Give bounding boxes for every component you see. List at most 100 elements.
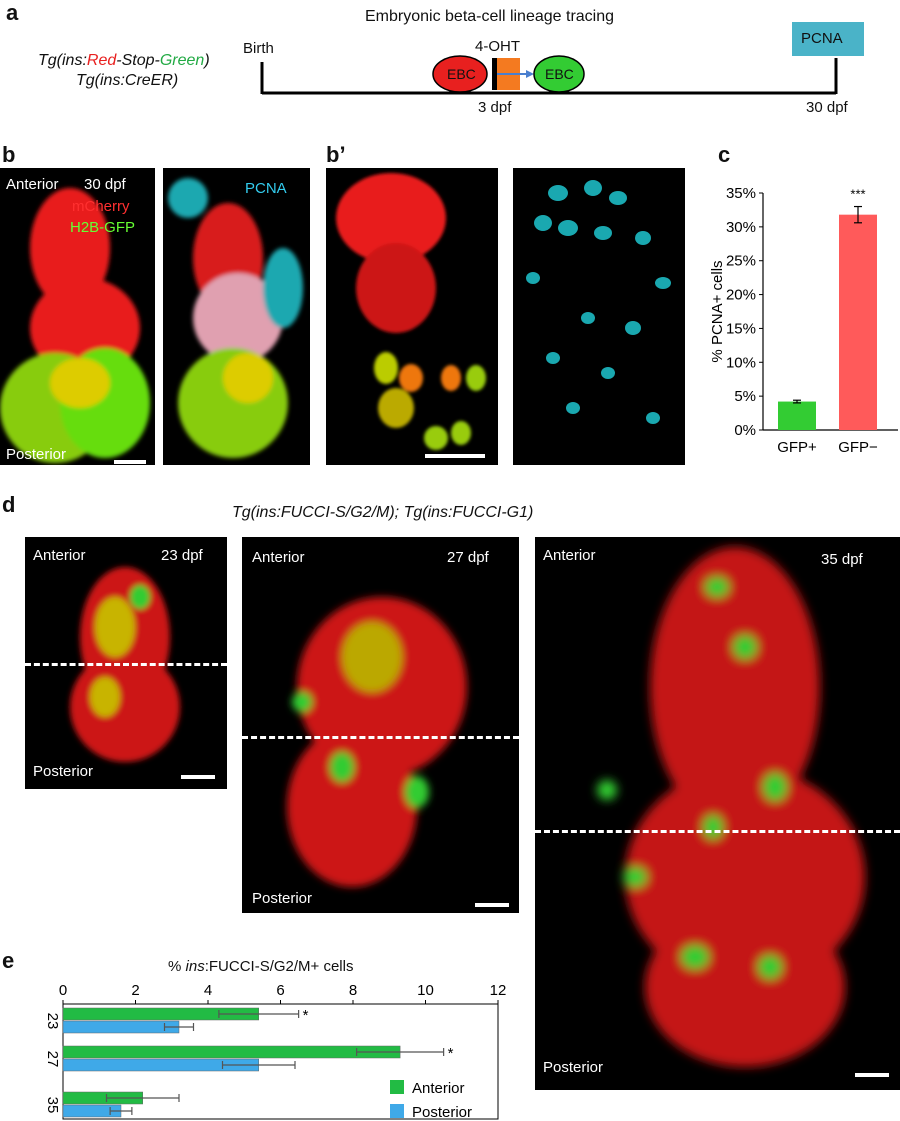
panel-bprime-letter: b’	[326, 142, 346, 167]
d27-stage-label: 27 dpf	[447, 549, 489, 566]
e-x-tick-label: 10	[417, 982, 434, 999]
d35-anterior-label: Anterior	[543, 547, 596, 564]
e-significance-27: *	[448, 1045, 454, 1062]
conversion-arrowhead	[526, 70, 534, 78]
d35-stage-label: 35 dpf	[821, 551, 863, 568]
ebc-red-ellipse	[432, 55, 488, 93]
transgene-mid: -Stop-	[116, 52, 160, 69]
c-y-tick-label: 0%	[734, 422, 756, 439]
e-legend-swatch-anterior	[390, 1080, 404, 1094]
micrograph-d-27dpf-svg	[287, 597, 467, 887]
transgene-prefix: Tg(ins:	[38, 52, 87, 69]
e-xlabel-suffix: :FUCCI-S/G2/M+ cells	[204, 958, 354, 975]
e-bar-posterior-23	[62, 1020, 180, 1034]
e-significance-23: *	[303, 1007, 309, 1024]
micrograph-b-merge-svg	[0, 188, 150, 463]
b-scale-bar	[114, 460, 146, 464]
ebc-red-label: EBC	[447, 66, 476, 82]
c-category-label-1: GFP−	[838, 439, 878, 456]
c-y-tick-label: 15%	[726, 320, 756, 337]
c-y-axis-label: % PCNA+ cells	[709, 260, 726, 362]
time-30dpf: 30 dpf	[806, 99, 848, 116]
d27-scale-bar	[475, 903, 509, 907]
micrograph-bprime-pcna	[513, 168, 685, 465]
e-category-label-23: 23	[44, 1013, 61, 1030]
d23-scale-bar	[181, 775, 215, 779]
c-y-tick-label: 10%	[726, 354, 756, 371]
b-pcna-label: PCNA	[245, 180, 287, 197]
e-x-tick-label: 0	[59, 982, 67, 999]
e-category-label-35: 35	[44, 1097, 61, 1114]
transgene-line-1: Tg(ins:Red-Stop-Green)	[38, 52, 210, 70]
chart-e: 0 2 4 6 8 10 12 23 * 27 * 35 Anterior Posterior	[44, 982, 507, 1121]
micrograph-bprime-pcna-svg	[526, 180, 671, 424]
c-y-tick-label: 35%	[726, 185, 756, 202]
pcna-box	[792, 22, 864, 56]
time-3dpf: 3 dpf	[478, 99, 512, 116]
timeline-diagram	[260, 22, 864, 95]
micrograph-bprime-merge-svg	[336, 173, 486, 450]
b-anterior-label: Anterior	[6, 176, 59, 193]
transgene-line-2: Tg(ins:CreER)	[76, 72, 179, 89]
micrograph-d-23dpf: Anterior 23 dpf Posterior	[25, 537, 227, 789]
micrograph-b-pcna-svg	[168, 178, 303, 458]
panel-e-xlabel: % ins:FUCCI-S/G2/M+ cells	[168, 958, 353, 975]
transgene-suffix: )	[204, 52, 210, 69]
c-bar-0	[778, 401, 816, 430]
pcna-box-label: PCNA	[801, 30, 843, 47]
b-posterior-label: Posterior	[6, 446, 67, 463]
e-x-tick-label: 12	[490, 982, 507, 999]
d35-posterior-label: Posterior	[543, 1059, 604, 1076]
micrograph-b-pcna: PCNA	[163, 168, 310, 465]
d27-posterior-label: Posterior	[252, 890, 313, 907]
panel-a-letter: a	[6, 0, 19, 25]
e-x-tick-label: 2	[131, 982, 139, 999]
e-bar-anterior-27	[62, 1045, 401, 1059]
e-xlabel-italic: ins	[185, 958, 205, 975]
chart-c: 0% 5% 10% 15% 20% 25% 30% 35% % PCNA+ cells GFP+ G…	[709, 185, 898, 456]
birth-label: Birth	[243, 40, 274, 57]
e-xlabel-prefix: %	[168, 958, 186, 975]
treatment-label: 4-OHT	[475, 38, 520, 55]
c-y-tick-label: 25%	[726, 253, 756, 270]
d23-anterior-label: Anterior	[33, 547, 86, 564]
d23-posterior-label: Posterior	[33, 763, 94, 780]
c-y-tick-label: 5%	[734, 388, 756, 405]
d23-divider	[25, 663, 227, 666]
transgene-green: Green	[159, 52, 205, 69]
c-y-tick-label: 30%	[726, 219, 756, 236]
d27-divider	[242, 736, 519, 739]
c-category-label-0: GFP+	[777, 439, 817, 456]
micrograph-d-35dpf: Anterior 35 dpf Posterior	[535, 537, 900, 1090]
bprime-scale-bar	[425, 454, 485, 458]
micrograph-d-23dpf-svg	[70, 567, 180, 762]
c-y-tick-label: 20%	[726, 287, 756, 304]
c-bar-1	[839, 214, 877, 430]
panel-d-title: Tg(ins:FUCCI-S/G2/M); Tg(ins:FUCCI-G1)	[232, 504, 534, 521]
c-significance: ***	[850, 187, 865, 202]
treatment-marker	[492, 58, 497, 90]
e-legend-label-anterior: Anterior	[412, 1080, 465, 1097]
b-stage-label: 30 dpf	[84, 176, 126, 193]
micrograph-b-merge: Anterior 30 dpf mCherry H2B-GFP Posterio…	[0, 168, 155, 465]
transgene-red: Red	[86, 52, 117, 69]
e-legend-swatch-posterior	[390, 1104, 404, 1118]
ebc-green-ellipse	[533, 55, 585, 93]
d35-scale-bar	[855, 1073, 889, 1077]
e-legend-label-posterior: Posterior	[412, 1104, 472, 1121]
e-category-label-27: 27	[44, 1051, 61, 1068]
d35-divider	[535, 830, 900, 833]
micrograph-d-35dpf-svg	[597, 547, 865, 1067]
panel-d-letter: d	[2, 492, 16, 517]
ebc-green-label: EBC	[545, 66, 574, 82]
panel-b-letter: b	[2, 142, 16, 167]
e-x-tick-label: 6	[276, 982, 284, 999]
panel-e-letter: e	[2, 948, 15, 973]
d27-anterior-label: Anterior	[252, 549, 305, 566]
d23-stage-label: 23 dpf	[161, 547, 203, 564]
panel-a-title: Embryonic beta-cell lineage tracing	[365, 8, 615, 25]
micrograph-bprime-merge	[326, 168, 498, 465]
panel-c-letter: c	[718, 142, 731, 167]
b-mcherry-label: mCherry	[72, 198, 130, 215]
b-h2bgfp-label: H2B-GFP	[70, 219, 136, 236]
